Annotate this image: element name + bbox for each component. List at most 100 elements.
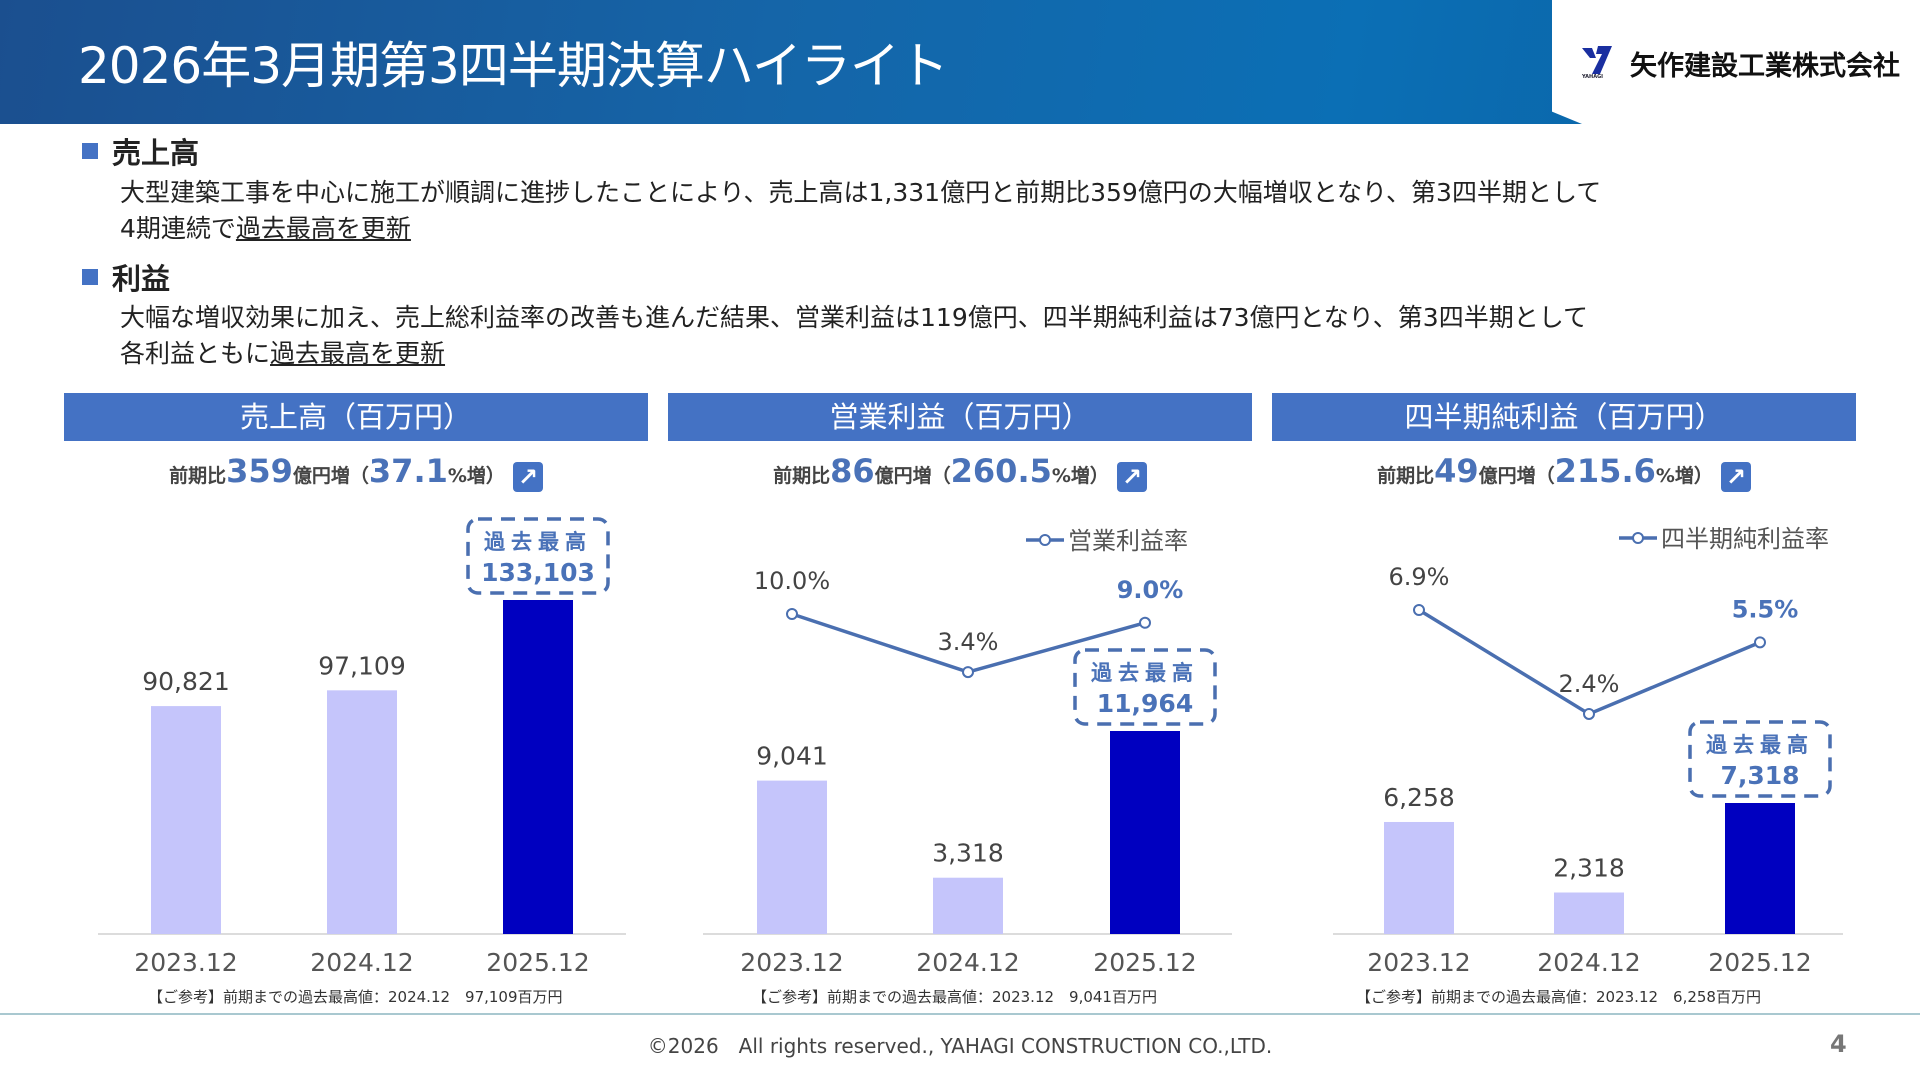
copyright: ©2026 All rights reserved., YAHAGI CONST… bbox=[647, 1034, 1273, 1058]
yoy-pct: 37.1 bbox=[368, 452, 448, 490]
t: %増） bbox=[447, 465, 505, 487]
company-logo: YAHAGI 矢作建設工業株式会社 bbox=[1552, 0, 1920, 124]
section-heading-profit: 利益 bbox=[82, 256, 170, 298]
data-label: 90,821 bbox=[142, 667, 229, 696]
data-label: 3,318 bbox=[932, 839, 1004, 868]
record-highlight-box bbox=[1073, 648, 1217, 726]
margin-label: 3.4% bbox=[938, 628, 999, 656]
record-value: 7,318 bbox=[1720, 761, 1799, 790]
up-arrow-icon: ↗ bbox=[1116, 461, 1147, 492]
underlined-text: 過去最高を更新 bbox=[235, 214, 411, 243]
profit-text-line1: 大幅な増収効果に加え、売上総利益率の改善も進んだ結果、営業利益は119億円、四半… bbox=[120, 303, 1588, 332]
logo-subtext: YAHAGI bbox=[1582, 74, 1604, 80]
text: 各利益ともに bbox=[120, 339, 271, 368]
data-label: 97,109 bbox=[318, 651, 405, 680]
chart-title: 売上高（百万円） bbox=[64, 393, 648, 441]
record-value: 133,103 bbox=[481, 558, 595, 587]
record-value: 11,964 bbox=[1097, 689, 1193, 718]
margin-label: 5.5% bbox=[1732, 595, 1799, 623]
bar bbox=[1554, 892, 1624, 934]
margin-label: 6.9% bbox=[1389, 563, 1450, 591]
legend-label: 営業利益率 bbox=[1068, 527, 1188, 555]
legend-marker-icon bbox=[1039, 534, 1051, 546]
t: 億円増（ bbox=[1478, 465, 1555, 487]
heading-text: 売上高 bbox=[112, 136, 200, 170]
legend-label: 四半期純利益率 bbox=[1661, 525, 1829, 553]
x-tick-label: 2024.12 bbox=[1537, 948, 1640, 977]
sales-text-line2: 4期連続で過去最高を更新 bbox=[120, 209, 411, 245]
margin-point bbox=[786, 608, 798, 620]
margin-point bbox=[1583, 707, 1595, 720]
section-heading-sales: 売上高 bbox=[82, 130, 199, 172]
record-label: 過去最高 bbox=[1091, 661, 1199, 685]
x-tick-label: 2025.12 bbox=[1708, 948, 1811, 977]
underlined-text: 過去最高を更新 bbox=[270, 339, 446, 368]
legend-marker-icon bbox=[1632, 532, 1644, 544]
page-number: 4 bbox=[1830, 1030, 1847, 1058]
x-tick-label: 2025.12 bbox=[486, 948, 589, 977]
t: 前期比 bbox=[1377, 465, 1435, 487]
t: 前期比 bbox=[169, 465, 227, 487]
t: %増） bbox=[1051, 465, 1109, 487]
bar bbox=[933, 877, 1003, 934]
margin-point bbox=[1413, 604, 1425, 616]
heading-text: 利益 bbox=[112, 262, 171, 296]
x-tick-label: 2023.12 bbox=[740, 948, 843, 977]
margin-label: 10.0% bbox=[754, 567, 830, 595]
up-arrow-icon: ↗ bbox=[1720, 461, 1751, 492]
bullet-square-icon bbox=[82, 269, 98, 285]
yahagi-logo-icon bbox=[1582, 46, 1612, 74]
record-label: 過去最高 bbox=[1706, 733, 1814, 757]
x-tick-label: 2025.12 bbox=[1093, 948, 1196, 977]
yoy-comparison: 前期比359億円増（37.1%増） ↗ bbox=[64, 452, 648, 492]
data-label: 9,041 bbox=[756, 742, 828, 771]
yoy-pct: 215.6 bbox=[1554, 452, 1656, 490]
record-highlight-box bbox=[466, 517, 610, 595]
bar bbox=[327, 690, 397, 934]
data-label: 2,318 bbox=[1553, 854, 1625, 883]
header-banner: 2026年3月期第3四半期決算ハイライト YAHAGI 矢作建設工業株式会社 bbox=[0, 0, 1920, 124]
margin-point bbox=[1754, 636, 1766, 649]
page-title: 2026年3月期第3四半期決算ハイライト bbox=[78, 37, 949, 95]
t: 前期比 bbox=[773, 465, 831, 487]
footer-divider bbox=[0, 1013, 1920, 1015]
yoy-pct: 260.5 bbox=[950, 452, 1052, 490]
margin-point bbox=[962, 666, 974, 679]
data-label: 6,258 bbox=[1383, 783, 1455, 812]
x-tick-label: 2024.12 bbox=[310, 948, 413, 977]
t: 億円増（ bbox=[292, 465, 369, 487]
x-tick-label: 2023.12 bbox=[1367, 948, 1470, 977]
yoy-amount: 86 bbox=[830, 452, 875, 490]
reference-note: 【ご参考】前期までの過去最高値：2023.12 6,258百万円 bbox=[1356, 988, 1761, 1006]
margin-line bbox=[1418, 608, 1761, 716]
reference-note: 【ご参考】前期までの過去最高値：2024.12 97,109百万円 bbox=[148, 988, 563, 1006]
bar bbox=[757, 780, 827, 934]
company-name: 矢作建設工業株式会社 bbox=[1630, 51, 1900, 82]
reference-note: 【ご参考】前期までの過去最高値：2023.12 9,041百万円 bbox=[752, 988, 1157, 1006]
x-tick-label: 2023.12 bbox=[134, 948, 237, 977]
profit-text-line2: 各利益ともに過去最高を更新 bbox=[120, 334, 445, 370]
margin-point bbox=[1139, 616, 1151, 629]
bullet-square-icon bbox=[82, 143, 98, 159]
bar bbox=[503, 600, 573, 934]
record-label: 過去最高 bbox=[484, 530, 592, 554]
yoy-comparison: 前期比49億円増（215.6%増） ↗ bbox=[1272, 452, 1856, 492]
yoy-amount: 359 bbox=[226, 452, 293, 490]
chart-title: 営業利益（百万円） bbox=[668, 393, 1252, 441]
up-arrow-icon: ↗ bbox=[512, 461, 543, 492]
margin-label: 9.0% bbox=[1117, 576, 1184, 604]
record-highlight-box bbox=[1688, 720, 1832, 798]
bar bbox=[1384, 821, 1454, 934]
text: 4期連続で bbox=[120, 214, 236, 243]
sales-text-line1: 大型建築工事を中心に施工が順調に進捗したことにより、売上高は1,331億円と前期… bbox=[120, 178, 1602, 207]
margin-label: 2.4% bbox=[1559, 670, 1620, 698]
chart-title: 四半期純利益（百万円） bbox=[1272, 393, 1856, 441]
x-tick-label: 2024.12 bbox=[916, 948, 1019, 977]
yoy-amount: 49 bbox=[1434, 452, 1479, 490]
t: 億円増（ bbox=[874, 465, 951, 487]
bar bbox=[151, 706, 221, 934]
bar bbox=[1725, 803, 1795, 934]
t: %増） bbox=[1655, 465, 1713, 487]
bar bbox=[1110, 731, 1180, 934]
